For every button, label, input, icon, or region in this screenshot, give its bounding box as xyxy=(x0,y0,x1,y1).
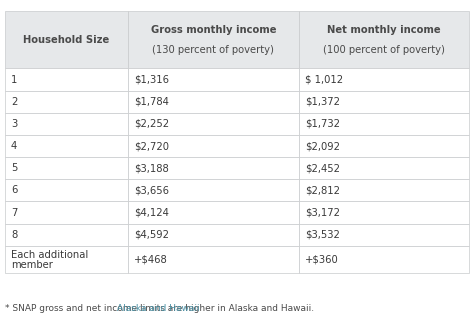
Bar xyxy=(5,179,128,201)
Text: 4: 4 xyxy=(11,141,17,151)
Text: $2,452: $2,452 xyxy=(305,163,340,173)
Text: 1: 1 xyxy=(11,75,17,84)
Text: $1,732: $1,732 xyxy=(305,119,340,129)
Bar xyxy=(128,91,299,113)
Text: $3,188: $3,188 xyxy=(134,163,169,173)
Text: Alaska and Hawaii: Alaska and Hawaii xyxy=(118,304,200,313)
Text: $ 1,012: $ 1,012 xyxy=(305,75,343,84)
Text: $3,656: $3,656 xyxy=(134,185,169,195)
Bar xyxy=(128,224,299,246)
Bar xyxy=(128,157,299,179)
Text: $4,124: $4,124 xyxy=(134,208,169,217)
Bar xyxy=(128,113,299,135)
Text: 5: 5 xyxy=(11,163,17,173)
Text: Each additional: Each additional xyxy=(11,250,88,260)
Bar xyxy=(5,11,128,68)
Bar xyxy=(299,135,469,157)
Bar xyxy=(299,68,469,91)
Bar xyxy=(128,179,299,201)
Text: $3,172: $3,172 xyxy=(305,208,340,217)
Text: $4,592: $4,592 xyxy=(134,230,169,240)
Bar xyxy=(299,113,469,135)
Bar xyxy=(128,201,299,224)
Bar xyxy=(128,246,299,273)
Bar xyxy=(299,224,469,246)
Bar xyxy=(299,91,469,113)
Bar xyxy=(299,11,469,68)
Text: 2: 2 xyxy=(11,97,17,107)
Text: $2,252: $2,252 xyxy=(134,119,169,129)
Bar xyxy=(5,135,128,157)
Text: (130 percent of poverty): (130 percent of poverty) xyxy=(152,45,274,55)
Text: $2,720: $2,720 xyxy=(134,141,169,151)
Bar xyxy=(5,91,128,113)
Text: Net monthly income: Net monthly income xyxy=(327,25,441,35)
Bar xyxy=(5,113,128,135)
Bar xyxy=(5,157,128,179)
Text: $1,372: $1,372 xyxy=(305,97,340,107)
Bar xyxy=(299,179,469,201)
Text: $2,812: $2,812 xyxy=(305,185,340,195)
Text: $1,784: $1,784 xyxy=(134,97,169,107)
Text: $1,316: $1,316 xyxy=(134,75,169,84)
Bar xyxy=(128,11,299,68)
Bar xyxy=(128,68,299,91)
Text: +$468: +$468 xyxy=(134,254,168,264)
Text: 6: 6 xyxy=(11,185,17,195)
Bar xyxy=(5,68,128,91)
Bar xyxy=(5,224,128,246)
Bar xyxy=(5,246,128,273)
Text: $3,532: $3,532 xyxy=(305,230,340,240)
Text: 8: 8 xyxy=(11,230,17,240)
Text: member: member xyxy=(11,259,53,270)
Text: 7: 7 xyxy=(11,208,17,217)
Text: +$360: +$360 xyxy=(305,254,339,264)
Bar xyxy=(5,201,128,224)
Bar xyxy=(128,135,299,157)
Text: $2,092: $2,092 xyxy=(305,141,340,151)
Bar xyxy=(299,246,469,273)
Text: Household Size: Household Size xyxy=(23,35,109,45)
Bar xyxy=(299,157,469,179)
Bar xyxy=(299,201,469,224)
Text: * SNAP gross and net income limits are higher in Alaska and Hawaii.: * SNAP gross and net income limits are h… xyxy=(5,304,314,313)
Text: 3: 3 xyxy=(11,119,17,129)
Text: Gross monthly income: Gross monthly income xyxy=(151,25,276,35)
Text: (100 percent of poverty): (100 percent of poverty) xyxy=(323,45,445,55)
